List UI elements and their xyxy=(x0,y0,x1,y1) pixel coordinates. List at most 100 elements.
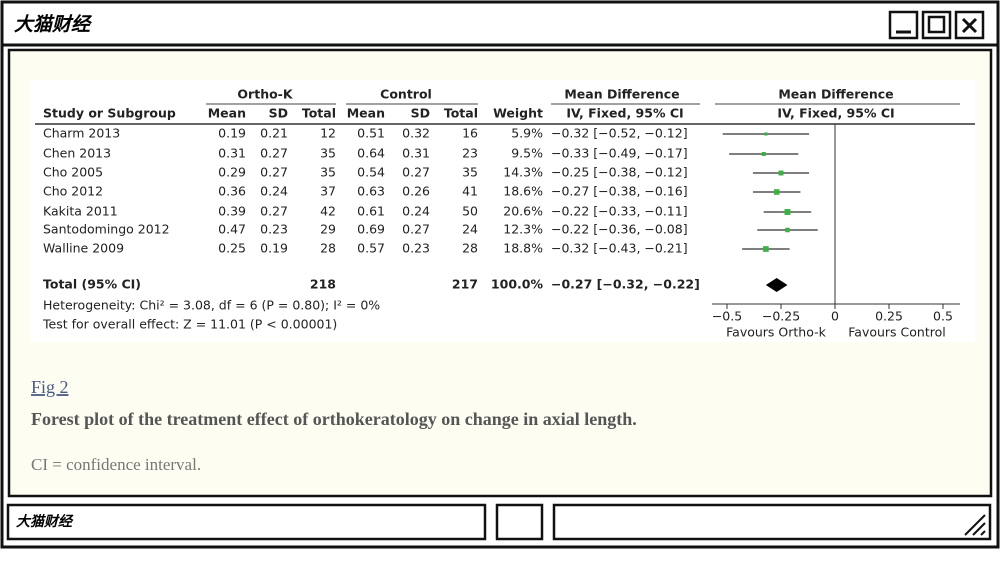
total-label: Total (95% CI) xyxy=(43,277,141,292)
cell: 35 xyxy=(320,165,336,180)
cell: 0.29 xyxy=(218,165,246,180)
cell: 5.9% xyxy=(511,126,543,141)
study-name: Charm 2013 xyxy=(43,126,120,141)
cell: 0.64 xyxy=(357,146,385,161)
figure-title: Forest plot of the treatment effect of o… xyxy=(31,409,637,429)
study-name: Cho 2012 xyxy=(43,184,103,199)
ci-text: −0.25 [−0.38, −0.12] xyxy=(551,165,688,180)
method-header: IV, Fixed, 95% CI xyxy=(566,106,683,121)
cell: 37 xyxy=(320,184,336,199)
cell: 0.54 xyxy=(357,165,385,180)
close-icon xyxy=(961,17,978,34)
column-header: Mean xyxy=(347,106,385,121)
study-name: Walline 2009 xyxy=(43,241,124,256)
cell: 0.32 xyxy=(402,126,430,141)
cell: 0.23 xyxy=(260,222,288,237)
cell: 0.36 xyxy=(218,184,246,199)
cell: 0.57 xyxy=(357,241,385,256)
cell: 29 xyxy=(320,222,336,237)
ci-text: −0.27 [−0.32, −0.22] xyxy=(551,277,700,292)
cell: 0.51 xyxy=(357,126,385,141)
ci-text: −0.32 [−0.43, −0.21] xyxy=(551,241,688,256)
window-buttons xyxy=(888,10,985,40)
cell: 28 xyxy=(320,241,336,256)
cell: 41 xyxy=(462,184,478,199)
cell: 9.5% xyxy=(511,146,543,161)
maximize-icon xyxy=(927,15,946,34)
cell: 0.19 xyxy=(218,126,246,141)
cell: 0.39 xyxy=(218,204,246,219)
cell: 0.27 xyxy=(402,165,430,180)
study-name: Santodomingo 2012 xyxy=(43,222,170,237)
study-name: Chen 2013 xyxy=(43,146,111,161)
effect-marker xyxy=(763,246,769,252)
status-text: 大猫财经 xyxy=(16,513,74,530)
cell: 50 xyxy=(462,204,478,219)
overall-test: Test for overall effect: Z = 11.01 (P < … xyxy=(42,317,337,332)
maximize-button[interactable] xyxy=(921,10,952,40)
cell: 0.25 xyxy=(218,241,246,256)
column-header: SD xyxy=(269,106,288,121)
pooled-diamond xyxy=(765,278,788,292)
heterogeneity: Heterogeneity: Chi² = 3.08, df = 6 (P = … xyxy=(43,298,380,313)
status-box xyxy=(495,503,544,541)
ci-text: −0.27 [−0.38, −0.16] xyxy=(551,184,688,199)
cell: 35 xyxy=(462,165,478,180)
cell: 14.3% xyxy=(503,165,543,180)
column-header: Study or Subgroup xyxy=(43,106,176,121)
cell: 18.8% xyxy=(503,241,543,256)
cell: 0.26 xyxy=(402,184,430,199)
ci-text: −0.32 [−0.52, −0.12] xyxy=(551,126,688,141)
cell: 12.3% xyxy=(503,222,543,237)
study-name: Kakita 2011 xyxy=(43,204,118,219)
cell: 0.63 xyxy=(357,184,385,199)
status-box xyxy=(6,503,487,541)
cell: 28 xyxy=(462,241,478,256)
ci-text: −0.33 [−0.49, −0.17] xyxy=(551,146,688,161)
forest-plot: Ortho-K Control Mean Difference Mean Differ… xyxy=(35,87,975,340)
effect-marker xyxy=(761,151,766,157)
cell: 217 xyxy=(452,277,478,292)
column-header: Weight xyxy=(493,106,543,121)
ci-text: −0.22 [−0.33, −0.11] xyxy=(551,204,688,219)
x-tick-label: 0 xyxy=(831,309,839,324)
cell: 35 xyxy=(320,146,336,161)
cell: 0.61 xyxy=(357,204,385,219)
cell: 0.27 xyxy=(402,222,430,237)
cell: 0.27 xyxy=(260,204,288,219)
method-header: IV, Fixed, 95% CI xyxy=(777,106,894,121)
cell: 218 xyxy=(310,277,336,292)
figure-link[interactable]: Fig 2 xyxy=(31,377,69,397)
column-header: Total xyxy=(444,106,478,121)
figure-note: CI = confidence interval. xyxy=(31,455,201,474)
group-header: Mean Difference xyxy=(778,87,893,102)
x-tick-label: 0.25 xyxy=(875,309,903,324)
effect-marker xyxy=(785,227,790,233)
cell: 12 xyxy=(320,126,336,141)
cell: 24 xyxy=(462,222,478,237)
cell: 0.31 xyxy=(218,146,246,161)
effect-marker xyxy=(764,132,768,136)
cell: 0.24 xyxy=(260,184,288,199)
cell: 23 xyxy=(462,146,478,161)
favours-label: Favours Ortho-k xyxy=(726,325,826,340)
effect-marker xyxy=(778,170,784,176)
x-tick-label: 0.5 xyxy=(933,309,953,324)
effect-marker xyxy=(784,209,791,215)
cell: 0.27 xyxy=(260,165,288,180)
ci-text: −0.22 [−0.36, −0.08] xyxy=(551,222,688,237)
minimize-button[interactable] xyxy=(888,10,919,40)
cell: 18.6% xyxy=(503,184,543,199)
column-header: Mean xyxy=(208,106,246,121)
x-tick-label: −0.25 xyxy=(762,309,800,324)
cell: 20.6% xyxy=(503,204,543,219)
cell: 0.19 xyxy=(260,241,288,256)
cell: 0.47 xyxy=(218,222,246,237)
cell: 0.27 xyxy=(260,146,288,161)
column-header: Total xyxy=(302,106,336,121)
resize-grip xyxy=(964,514,986,536)
cell: 0.21 xyxy=(260,126,288,141)
cell: 100.0% xyxy=(491,277,544,292)
